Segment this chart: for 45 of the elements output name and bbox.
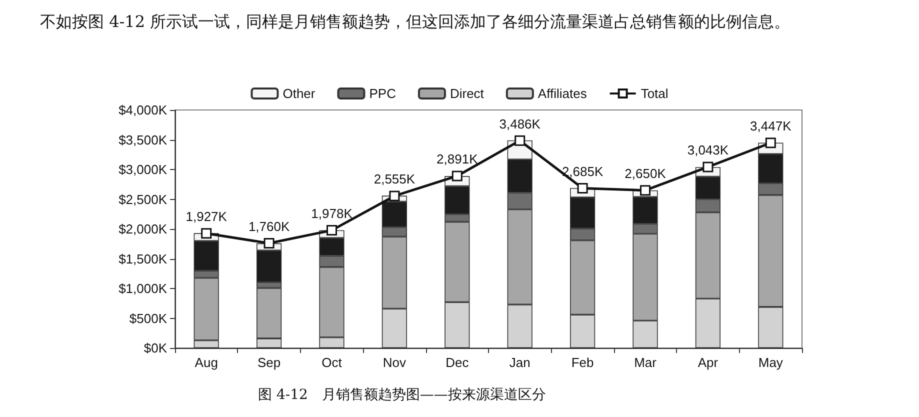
y-tick-label: $1,500K (118, 251, 168, 266)
x-tick-label: Dec (446, 355, 470, 370)
data-label: 3,486K (499, 116, 541, 132)
text: 不如按图 4-12 所示试一试，同样是月销售额趋势，但这回添加了各细分流量渠道占总销售额的比例信息。 (40, 12, 790, 31)
x-tick-label: Aug (194, 355, 218, 370)
data-label: 1,978K (311, 206, 353, 222)
legend-label: PPC (369, 86, 396, 101)
y-tick-label: $2,000K (118, 222, 168, 236)
x-tick-label: Jan (509, 355, 530, 370)
point (389, 190, 400, 202)
point (452, 170, 462, 182)
x-tick-label: Feb (571, 355, 594, 370)
point (326, 225, 337, 236)
point (702, 162, 714, 172)
data-label: 3,043K (687, 142, 729, 158)
legend-label: Total (640, 86, 668, 101)
point (577, 182, 588, 194)
y-tick-label: $4,000K (118, 102, 168, 118)
y-tick-label: $2,500K (118, 192, 168, 207)
data-label: 1,927K (186, 209, 228, 224)
caption: 图 4-12 月销售额趋势图——按来源渠道区分 (258, 387, 546, 403)
data-label: 2,650K (624, 166, 666, 182)
y-tick-label: $3,000K (118, 162, 168, 177)
point (264, 238, 274, 249)
data-label: 2,685K (562, 164, 604, 179)
data-label: 2,555K (374, 172, 416, 187)
x-tick-label: Sep (257, 355, 281, 370)
data-label: 2,891K (436, 152, 478, 167)
legend-label: Affiliates (538, 86, 588, 101)
data-label: 1,760K (248, 219, 290, 234)
x-tick-label: Nov (382, 355, 407, 370)
y-tick-label: $3,500K (118, 132, 168, 148)
legend-label: Direct (450, 86, 484, 101)
x-tick-label: Mar (634, 355, 658, 370)
x-tick-label: May (758, 355, 784, 370)
point (201, 228, 212, 239)
y-tick-label: $1,000K (118, 281, 168, 296)
x-tick-label: Oct (322, 355, 342, 370)
legend-label: Other (282, 86, 316, 101)
data-label: 3,447K (750, 118, 792, 134)
point (514, 135, 526, 146)
y-tick-label: $500K (129, 310, 168, 326)
y-tick-label: $0K (144, 340, 168, 356)
point (640, 185, 650, 196)
x-tick-label: Apr (698, 355, 719, 370)
